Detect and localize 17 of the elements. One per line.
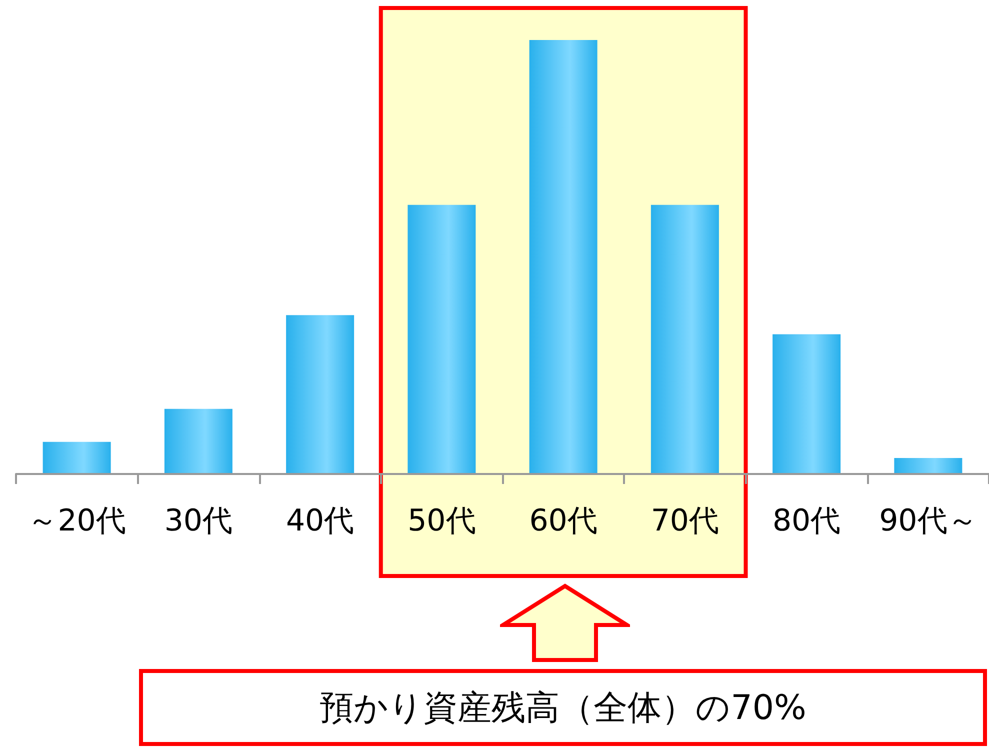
bar (894, 458, 962, 474)
bar (408, 204, 476, 474)
text: 預かり資産残高（全体）の70% (320, 688, 806, 728)
x-tick-label: 80代 (772, 504, 841, 538)
bar (529, 40, 598, 474)
x-tick-label: 90代～ (879, 504, 978, 538)
x-tick-label: 50代 (408, 504, 476, 538)
x-tick-label: 70代 (650, 504, 720, 538)
bar (772, 334, 841, 474)
bar (164, 408, 232, 474)
x-tick-label: 60代 (529, 504, 598, 538)
x-tick-label: 40代 (286, 504, 354, 538)
bar (650, 204, 719, 474)
bar (286, 315, 354, 474)
bar (42, 442, 111, 474)
x-tick-label: ～20代 (28, 504, 126, 538)
x-tick-label: 30代 (164, 504, 233, 538)
